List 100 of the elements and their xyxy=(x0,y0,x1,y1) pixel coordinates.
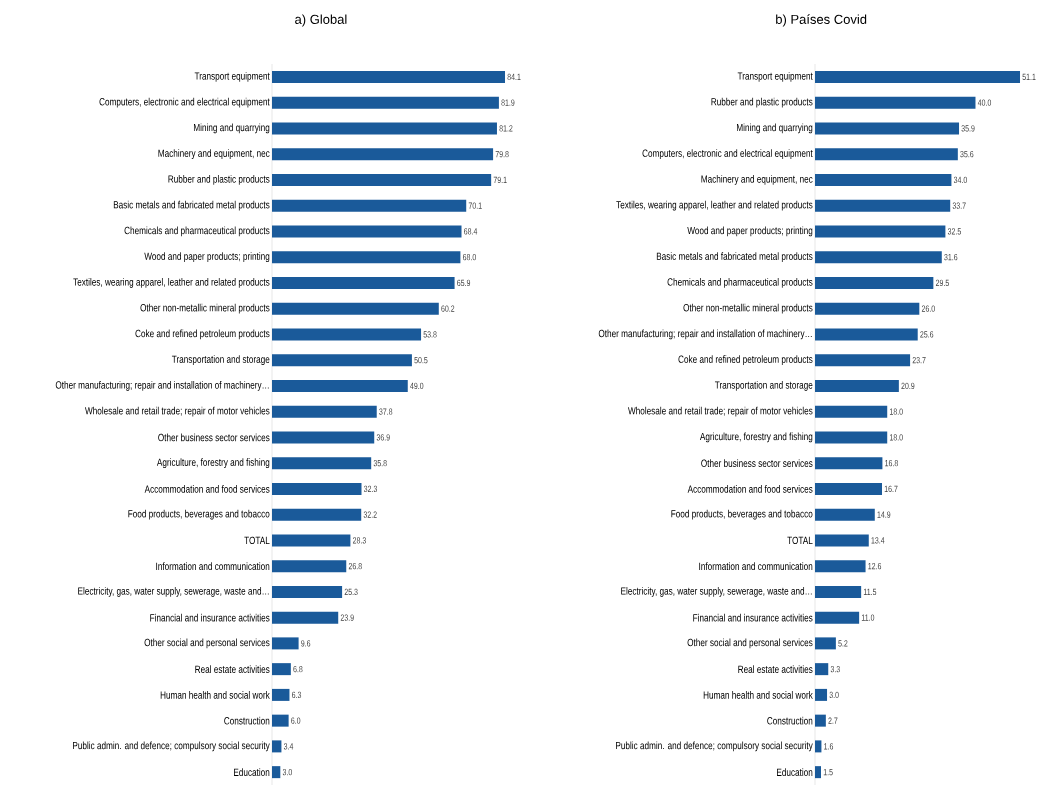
bar xyxy=(815,534,869,547)
y-tick-label: Coke and refined petroleum products xyxy=(135,329,270,340)
y-tick-label: Information and communication xyxy=(156,562,270,570)
data-label: 32.5 xyxy=(947,228,961,235)
data-label: 35.6 xyxy=(960,150,974,158)
bar xyxy=(815,714,826,727)
bar xyxy=(272,714,289,727)
y-tick-label: Transport equipment xyxy=(194,71,270,82)
data-label: 28.3 xyxy=(352,537,366,544)
y-tick-label: Chemicals and pharmaceutical products xyxy=(124,226,270,237)
data-label: 51.1 xyxy=(1022,73,1036,81)
y-tick-label: Human health and social work xyxy=(160,691,270,699)
data-label: 23.7 xyxy=(912,356,926,364)
data-label: 3.3 xyxy=(830,665,840,673)
bar xyxy=(815,122,960,135)
y-tick-label: Agriculture, forestry and fishing xyxy=(699,432,813,443)
bar xyxy=(272,354,412,367)
bar xyxy=(815,199,951,212)
data-label: 84.1 xyxy=(507,73,521,81)
y-tick-label: Education xyxy=(777,768,813,777)
y-tick-label: Electricity, gas, water supply, sewerage, waste and… xyxy=(78,587,269,597)
y-tick-label: Textiles, wearing apparel, leather and related products xyxy=(73,277,270,288)
data-label: 13.4 xyxy=(871,537,885,544)
bar xyxy=(272,585,343,598)
bar xyxy=(272,70,505,83)
data-label: 6.8 xyxy=(293,665,303,673)
y-tick-label: TOTAL xyxy=(787,536,813,545)
y-tick-label: Textiles, wearing apparel, leather and related products xyxy=(616,200,813,211)
bar xyxy=(272,302,439,315)
y-tick-label: Other business sector services xyxy=(158,433,270,442)
y-tick-label: Rubber and plastic products xyxy=(711,97,813,108)
data-label: 79.1 xyxy=(493,176,507,184)
y-tick-label: Agriculture, forestry and fishing xyxy=(156,458,270,469)
bar xyxy=(272,276,455,289)
bar xyxy=(272,431,375,444)
bar xyxy=(272,251,461,264)
y-tick-label: TOTAL xyxy=(244,536,270,545)
bar xyxy=(272,534,351,547)
data-label: 16.7 xyxy=(884,485,898,493)
y-tick-label: Mining and quarrying xyxy=(193,123,270,134)
y-tick-label: Construction xyxy=(224,716,270,725)
bar xyxy=(815,405,888,418)
bar xyxy=(815,637,836,650)
data-label: 60.2 xyxy=(441,305,455,312)
y-tick-label: Other manufacturing; repair and installation of machinery… xyxy=(598,329,812,340)
data-label: 12.6 xyxy=(868,562,882,570)
bar xyxy=(815,688,828,701)
data-label: 1.5 xyxy=(823,769,833,776)
bar xyxy=(815,302,920,315)
bar xyxy=(272,663,291,676)
bar xyxy=(272,457,372,470)
bar xyxy=(815,354,911,367)
bar xyxy=(272,688,290,701)
bar xyxy=(815,96,976,109)
bar xyxy=(815,173,952,186)
y-tick-label: Machinery and equipment, nec xyxy=(158,149,270,160)
y-tick-label: Other manufacturing; repair and installation of machinery… xyxy=(55,380,269,391)
data-label: 81.9 xyxy=(501,99,515,106)
data-label: 35.8 xyxy=(373,459,387,467)
bar xyxy=(272,148,494,161)
data-label: 33.7 xyxy=(952,202,966,209)
bar xyxy=(272,173,492,186)
bar xyxy=(272,740,282,753)
data-label: 11.0 xyxy=(861,614,875,621)
bar xyxy=(815,251,942,264)
data-label: 40.0 xyxy=(977,99,992,106)
y-tick-label: Real estate activities xyxy=(195,665,270,674)
data-label: 20.9 xyxy=(901,382,915,390)
bar xyxy=(815,508,875,521)
data-label: 14.9 xyxy=(877,511,891,518)
data-label: 36.9 xyxy=(376,434,390,441)
bar xyxy=(272,96,499,109)
y-tick-label: Transportation and storage xyxy=(171,355,270,366)
y-tick-label: Machinery and equipment, nec xyxy=(701,174,813,185)
data-label: 29.5 xyxy=(935,279,949,287)
bar xyxy=(272,560,347,573)
y-tick-label: Food products, beverages and tobacco xyxy=(128,509,270,520)
data-label: 18.0 xyxy=(889,434,903,441)
data-label: 3.0 xyxy=(829,691,839,699)
data-label: 49.0 xyxy=(410,382,424,390)
data-label: 65.9 xyxy=(457,279,471,287)
chart-title: a) Global xyxy=(295,14,347,27)
data-label: 18.0 xyxy=(889,408,903,415)
y-tick-label: Wood and paper products; printing xyxy=(687,226,813,237)
y-tick-label: Information and communication xyxy=(699,562,813,570)
y-tick-label: Transport equipment xyxy=(737,71,813,82)
y-tick-label: Basic metals and fabricated metal products xyxy=(656,252,813,263)
data-label: 32.3 xyxy=(363,485,378,493)
bar xyxy=(272,199,467,212)
bar xyxy=(272,225,462,238)
data-label: 6.0 xyxy=(291,717,301,724)
bar xyxy=(815,148,958,161)
y-tick-label: Coke and refined petroleum products xyxy=(678,355,813,366)
bar xyxy=(272,122,497,135)
data-label: 79.8 xyxy=(495,150,509,158)
bar xyxy=(272,637,299,650)
bar xyxy=(272,508,362,521)
y-tick-label: Wholesale and retail trade; repair of motor vehicles xyxy=(85,406,270,417)
bar xyxy=(272,766,281,779)
data-label: 5.2 xyxy=(838,640,848,647)
